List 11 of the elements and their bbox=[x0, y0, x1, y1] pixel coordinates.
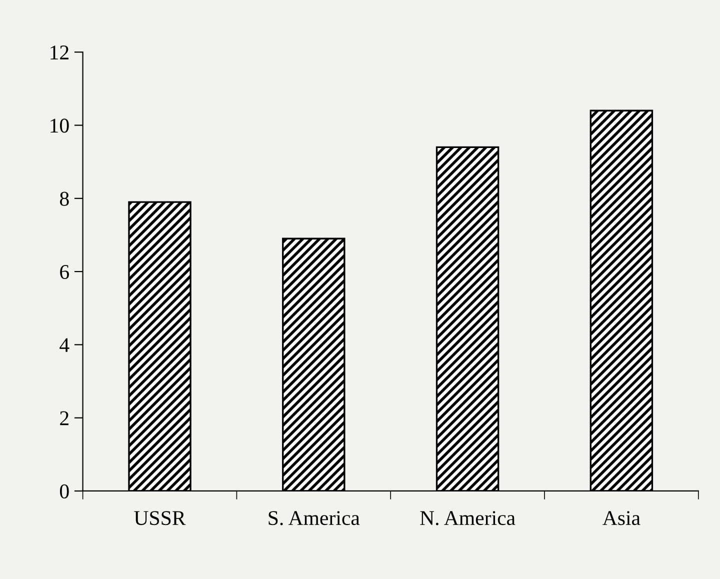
x-tick-label: Asia bbox=[602, 511, 640, 526]
x-tick-label: S. America bbox=[268, 511, 360, 526]
y-tick-label: 6 bbox=[60, 264, 69, 279]
y-tick-label: 2 bbox=[60, 411, 68, 426]
y-tick-label: 12 bbox=[50, 46, 68, 60]
x-tick-label: N. America bbox=[420, 511, 516, 526]
y-tick-label: 10 bbox=[50, 118, 69, 133]
y-tick-label: 0 bbox=[60, 484, 69, 498]
y-tick-label: 4 bbox=[60, 338, 70, 352]
x-tick-label: USSR bbox=[134, 511, 186, 526]
y-tick-label: 8 bbox=[60, 192, 69, 206]
